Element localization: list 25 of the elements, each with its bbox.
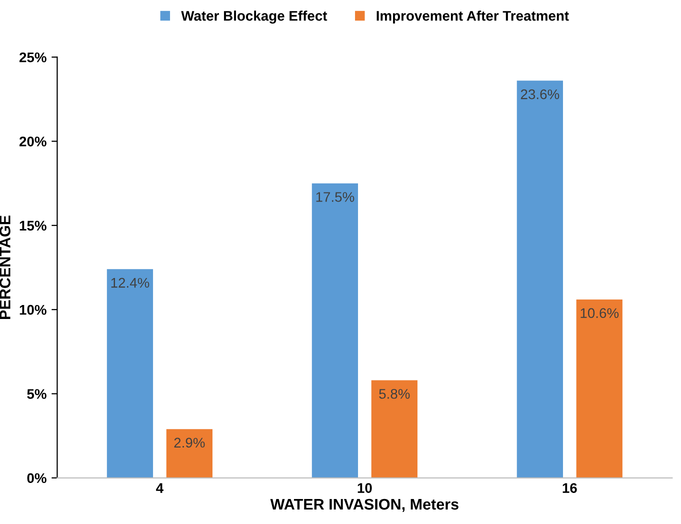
bar	[371, 380, 418, 478]
x-tick-label: 4	[156, 483, 164, 493]
bar	[576, 299, 622, 478]
bar	[312, 183, 358, 478]
data-label: 5.8%	[379, 388, 410, 399]
y-tick-label: 0%	[27, 473, 46, 484]
y-tick-label: 10%	[20, 304, 46, 315]
data-label: 10.6%	[580, 308, 619, 318]
legend-label: Improvement After Treatment	[376, 10, 569, 24]
y-tick-label: 20%	[19, 136, 46, 146]
y-tick-label: 15%	[20, 220, 46, 231]
data-label: 17.5%	[316, 192, 354, 202]
y-axis-title: PERCENTAGE	[0, 216, 10, 319]
x-tick-label: 16	[562, 483, 577, 493]
bar	[106, 269, 154, 478]
data-label: 12.4%	[111, 278, 150, 288]
x-tick-label: 10	[358, 483, 372, 493]
bar	[516, 80, 563, 478]
x-axis-title: WATER INVASION, Meters	[270, 498, 458, 512]
data-label: 2.9%	[174, 438, 205, 448]
bar	[166, 429, 212, 478]
y-tick-label: 5%	[27, 389, 46, 399]
legend-label: Water Blockage Effect	[181, 10, 328, 24]
y-tick-label: 25%	[19, 52, 46, 62]
data-label: 23.6%	[520, 89, 560, 100]
